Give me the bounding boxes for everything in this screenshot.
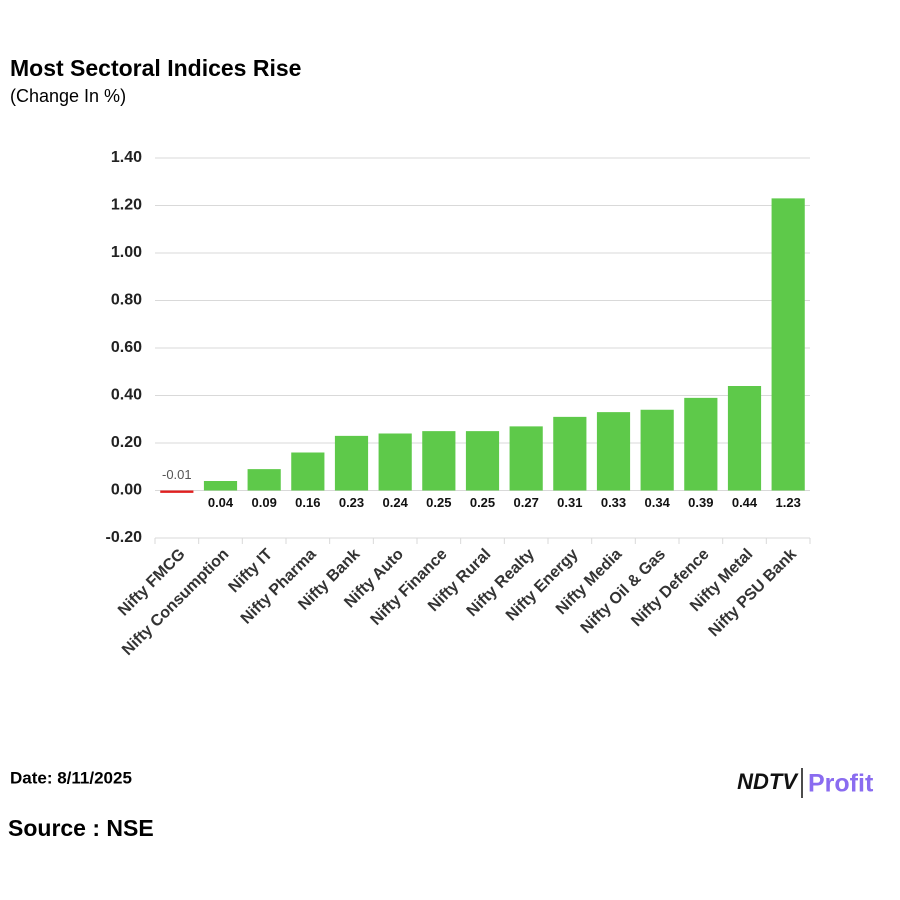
date: Date: 8/11/2025 <box>10 768 132 787</box>
bar <box>291 452 325 491</box>
value-label: 1.23 <box>776 495 801 510</box>
bar <box>640 409 674 491</box>
y-tick-label: 0.00 <box>111 482 142 499</box>
bar <box>247 469 281 491</box>
source: Source : NSE <box>8 815 154 841</box>
y-tick-label: 1.40 <box>111 149 142 166</box>
value-label: 0.04 <box>208 495 234 510</box>
y-tick-label: 0.80 <box>111 292 142 309</box>
value-label: 0.33 <box>601 495 626 510</box>
value-label: 0.09 <box>252 495 277 510</box>
y-tick-label: -0.20 <box>106 529 143 546</box>
logo-profit: Profit <box>808 770 874 798</box>
logo-ndtv: NDTV <box>737 769 799 794</box>
bar <box>334 435 369 491</box>
y-tick-label: 0.60 <box>111 339 142 356</box>
value-label: 0.39 <box>688 495 713 510</box>
value-label: 0.25 <box>426 495 451 510</box>
bar <box>378 433 412 491</box>
bar <box>160 490 194 493</box>
bar <box>509 426 543 491</box>
y-tick-label: 0.20 <box>111 434 142 451</box>
bar <box>422 431 456 491</box>
chart-title: Most Sectoral Indices Rise <box>10 55 301 81</box>
value-label: 0.25 <box>470 495 495 510</box>
value-label: 0.16 <box>295 495 320 510</box>
bar <box>203 481 238 491</box>
chart-subtitle: (Change In %) <box>10 86 126 106</box>
y-tick-label: 1.00 <box>111 244 142 261</box>
bar <box>465 431 500 491</box>
bar <box>727 386 762 491</box>
y-tick-label: 0.40 <box>111 387 142 404</box>
bar <box>771 198 805 491</box>
value-label: 0.27 <box>514 495 539 510</box>
value-label: 0.34 <box>645 495 671 510</box>
value-label: 0.31 <box>557 495 582 510</box>
value-label: 0.23 <box>339 495 364 510</box>
value-label: -0.01 <box>162 467 192 482</box>
y-tick-label: 1.20 <box>111 197 142 214</box>
bar <box>553 416 587 491</box>
bar <box>684 397 718 491</box>
value-label: 0.24 <box>383 495 409 510</box>
value-label: 0.44 <box>732 495 758 510</box>
bar <box>596 412 631 491</box>
